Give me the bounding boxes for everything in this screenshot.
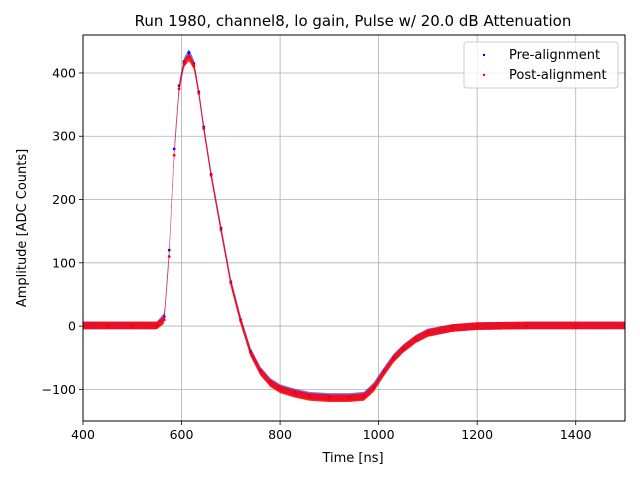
data-point-post-alignment (327, 396, 331, 400)
y-tick-label: 300 (52, 129, 76, 144)
data-point-post-alignment (182, 62, 186, 65)
data-point-post-alignment (268, 381, 272, 385)
data-point-post-alignment (106, 324, 110, 327)
series-container (83, 49, 625, 403)
data-point-post-alignment (172, 153, 176, 157)
x-tick-label: 400 (71, 427, 95, 442)
data-point-pre-alignment (167, 248, 171, 252)
y-tick-label: 0 (68, 319, 76, 334)
data-point-post-alignment (308, 395, 312, 399)
legend-marker-pre-alignment (482, 53, 486, 57)
data-point-post-alignment (209, 174, 213, 177)
data-point-post-alignment (574, 324, 578, 327)
data-point-post-alignment (278, 387, 282, 391)
y-tick-label: 400 (52, 65, 76, 80)
data-point-post-alignment (219, 228, 223, 232)
data-point-post-alignment (426, 331, 430, 335)
plot-area-data (83, 49, 625, 403)
data-point-post-alignment (258, 370, 262, 374)
data-point-post-alignment (249, 351, 252, 355)
data-point-pre-alignment (172, 147, 176, 151)
data-point-post-alignment (162, 318, 166, 322)
data-point-post-alignment (525, 324, 528, 327)
data-point-post-alignment (130, 324, 134, 327)
axes-frame (82, 34, 626, 422)
data-point-post-alignment (177, 87, 181, 91)
data-point-post-alignment (382, 371, 385, 375)
data-point-post-alignment (372, 386, 376, 390)
legend-box (463, 41, 619, 89)
y-axis-label: Amplitude [ADC Counts] (15, 149, 30, 307)
legend-label-post-alignment: Post-alignment (509, 68, 607, 83)
axis-ticks: 400 600 800 1000 1200 1400 −100 0 100 200 300 400 (42, 65, 592, 442)
legend: Pre-alignment Post-alignment (463, 41, 619, 89)
data-point-post-alignment (155, 324, 159, 327)
y-tick-label: −100 (42, 382, 76, 397)
data-point-post-alignment (362, 395, 366, 399)
x-tick-label: 1000 (363, 427, 395, 442)
x-tick-label: 600 (170, 427, 194, 442)
data-point-post-alignment (192, 63, 196, 67)
data-point-post-alignment (293, 392, 297, 396)
data-point-post-alignment (202, 127, 206, 131)
data-point-post-alignment (401, 347, 405, 351)
x-tick-label: 1200 (461, 427, 493, 442)
data-point-post-alignment (347, 396, 351, 400)
x-axis-label: Time [ns] (321, 451, 383, 466)
data-point-pre-alignment (187, 51, 191, 55)
data-point-post-alignment (475, 324, 479, 328)
legend-label-pre-alignment: Pre-alignment (509, 48, 600, 63)
data-point-post-alignment (167, 255, 171, 258)
data-point-post-alignment (392, 357, 395, 361)
data-point-post-alignment (229, 281, 233, 285)
chart-title: Run 1980, channel8, lo gain, Pulse w/ 20… (135, 12, 572, 30)
data-point-post-alignment (239, 319, 243, 323)
data-point-post-alignment (451, 326, 454, 330)
data-point-post-alignment (414, 337, 417, 341)
grid-lines (82, 35, 625, 421)
legend-marker-post-alignment (482, 73, 486, 77)
x-tick-label: 1400 (560, 427, 592, 442)
x-tick-label: 800 (268, 427, 292, 442)
data-point-post-alignment (187, 55, 191, 59)
y-tick-label: 100 (52, 255, 76, 270)
y-tick-label: 200 (52, 192, 76, 207)
data-point-post-alignment (197, 91, 201, 95)
